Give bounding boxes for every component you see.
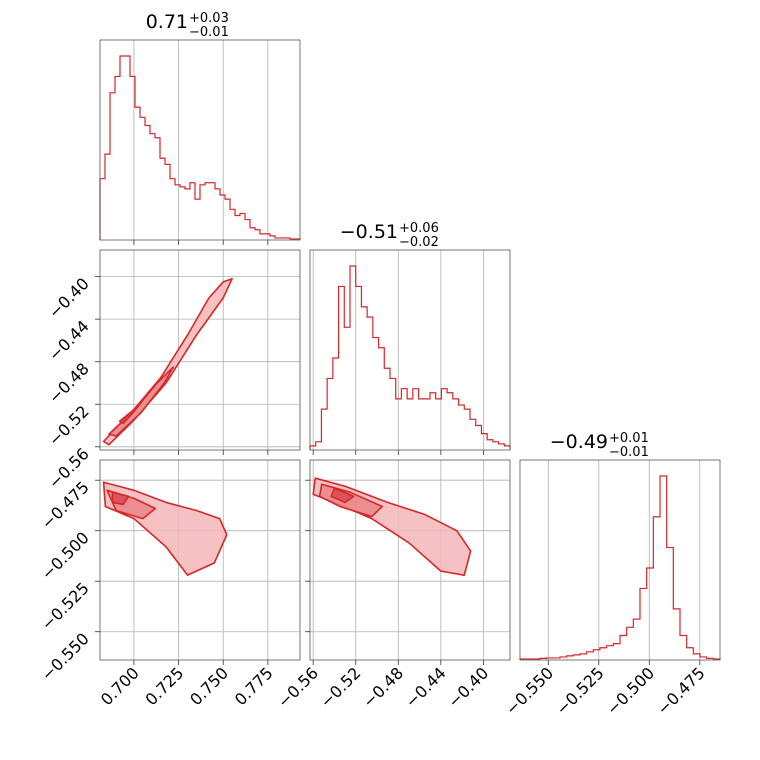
y-tick-label: −0.525 [38, 579, 93, 634]
x-tick-label: −0.525 [552, 663, 607, 718]
pair-panel-frame [99, 459, 301, 661]
param-title-plus: +0.01 [609, 431, 649, 446]
contour-level-3 [118, 399, 144, 425]
histogram-line [99, 55, 301, 240]
pair-panel-frame [309, 459, 511, 661]
x-tick-label: 0.750 [186, 663, 232, 709]
histogram-panel-frame [99, 39, 301, 241]
y-tick-label: −0.52 [45, 402, 93, 450]
x-tick-label: −0.500 [603, 663, 658, 718]
y-tick-label: −0.500 [38, 528, 93, 583]
pair-panel-frame [99, 249, 301, 451]
histogram-line [309, 265, 511, 450]
x-tick-label: 0.700 [97, 663, 143, 709]
x-tick-label: −0.48 [359, 663, 407, 711]
param-title-plus: +0.03 [189, 11, 229, 26]
x-tick-label: −0.40 [444, 663, 492, 711]
y-tick-label: −0.40 [45, 274, 93, 322]
x-tick-label: −0.550 [502, 663, 557, 718]
x-tick-label: −0.475 [653, 663, 708, 718]
chart-layer: 0.71 +0.03−0.01−0.51 +0.06−0.02−0.49 +0.01−… [38, 11, 721, 719]
x-tick-label: 0.775 [231, 663, 277, 709]
y-tick-label: −0.44 [45, 317, 93, 365]
histogram-line [519, 475, 721, 660]
param-title-minus: −0.01 [189, 25, 229, 40]
histogram-panel-frame [519, 459, 721, 661]
param-title-value: −0.51 [340, 221, 398, 243]
y-tick-label: −0.48 [45, 359, 93, 407]
x-tick-label: −0.44 [402, 663, 450, 711]
param-title-minus: −0.02 [399, 235, 439, 250]
y-tick-label: −0.475 [38, 478, 93, 533]
x-tick-label: 0.725 [142, 663, 188, 709]
y-tick-label: −0.550 [38, 629, 93, 684]
param-title-value: 0.71 [146, 11, 188, 33]
x-tick-label: −0.56 [274, 663, 322, 711]
contour-level-3 [111, 491, 130, 506]
histogram-panel-frame [309, 249, 511, 451]
x-tick-label: −0.52 [316, 663, 364, 711]
param-title-value: −0.49 [550, 431, 608, 453]
contour-level-3 [330, 487, 355, 504]
param-title-minus: −0.01 [609, 445, 649, 460]
param-title-plus: +0.06 [399, 221, 439, 236]
